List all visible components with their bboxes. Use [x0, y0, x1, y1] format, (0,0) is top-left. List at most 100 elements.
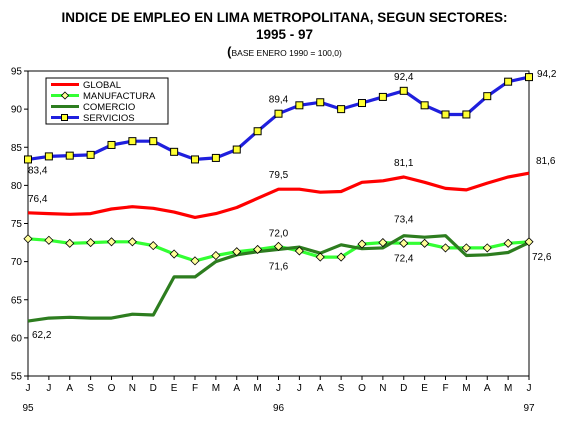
data-label: 89,4 — [269, 95, 289, 106]
chart-subtitle-text: BASE ENERO 1990 = 100,0) — [231, 48, 342, 58]
y-tick-label: 90 — [11, 105, 23, 116]
y-tick-label: 95 — [11, 67, 23, 78]
point-manufactura — [399, 238, 409, 248]
point-servicios — [170, 147, 179, 156]
data-label: 72,6 — [532, 252, 552, 263]
point-servicios — [378, 92, 387, 101]
x-tick-label: F — [192, 383, 198, 394]
point-manufactura — [86, 237, 96, 248]
point-manufactura — [23, 234, 33, 244]
point-manufactura — [440, 243, 451, 253]
point-manufactura — [148, 241, 158, 251]
point-manufactura — [211, 250, 221, 261]
x-tick-label: S — [87, 383, 94, 394]
point-servicios — [24, 155, 32, 164]
y-tick-label: 55 — [11, 372, 23, 383]
legend-marker-manufactura — [60, 91, 70, 100]
legend-label-global: GLOBAL — [83, 80, 121, 91]
data-label: 72,0 — [269, 228, 289, 239]
point-servicios — [420, 101, 429, 110]
point-manufactura — [461, 243, 471, 253]
data-label: 94,2 — [537, 69, 557, 80]
x-tick-label: J — [276, 383, 281, 394]
point-manufactura — [44, 235, 54, 245]
x-tick-label: N — [379, 383, 386, 394]
chart-title: INDICE DE EMPLEO EN LIMA METROPOLITANA, … — [0, 9, 569, 43]
point-servicios — [504, 77, 513, 86]
x-tick-label: J — [297, 383, 302, 394]
y-tick-label: 85 — [11, 143, 23, 154]
point-servicios — [44, 152, 53, 161]
x-tick-label: A — [317, 383, 324, 394]
chart-subtitle: (BASE ENERO 1990 = 100,0) — [0, 44, 569, 59]
x-tick-label: E — [171, 383, 178, 394]
point-manufactura — [378, 237, 388, 248]
x-tick-label: M — [462, 383, 470, 394]
data-label: 72,4 — [394, 253, 414, 264]
point-servicios — [211, 153, 220, 162]
point-servicios — [483, 92, 492, 101]
point-manufactura — [127, 237, 137, 247]
point-servicios — [525, 73, 533, 82]
point-manufactura — [482, 243, 492, 253]
point-manufactura — [232, 247, 242, 257]
series-line-global — [27, 171, 530, 219]
point-servicios — [107, 140, 116, 149]
chart-subtitle-paren: ( — [227, 44, 232, 59]
x-year-label: 97 — [523, 403, 535, 414]
point-servicios — [337, 105, 346, 114]
point-servicios — [128, 137, 137, 146]
data-label: 92,4 — [394, 72, 414, 83]
point-manufactura — [169, 249, 179, 259]
legend-label-servicios: SERVICIOS — [83, 113, 135, 124]
y-tick-label: 65 — [11, 295, 23, 306]
point-servicios — [86, 150, 95, 159]
point-servicios — [232, 145, 241, 154]
x-tick-label: A — [233, 383, 240, 394]
x-tick-label: D — [150, 383, 157, 394]
point-servicios — [253, 127, 262, 136]
point-servicios — [274, 109, 283, 118]
point-manufactura — [503, 238, 513, 248]
legend-marker-servicios — [61, 114, 68, 121]
y-tick-label: 70 — [11, 257, 23, 268]
y-tick-label: 80 — [11, 181, 23, 192]
point-manufactura — [336, 252, 346, 262]
point-servicios — [462, 110, 471, 119]
chart-title-line-1: INDICE DE EMPLEO EN LIMA METROPOLITANA, … — [61, 10, 508, 25]
point-servicios — [295, 101, 304, 110]
x-tick-label: O — [358, 383, 366, 394]
x-tick-label: N — [129, 383, 136, 394]
point-manufactura — [294, 246, 304, 256]
x-tick-label: E — [421, 383, 428, 394]
point-servicios — [191, 155, 199, 164]
x-tick-label: S — [338, 383, 345, 394]
point-servicios — [441, 110, 450, 119]
point-servicios — [399, 86, 408, 95]
x-year-label: 95 — [22, 403, 34, 414]
point-servicios — [358, 99, 366, 108]
point-manufactura — [315, 252, 325, 262]
point-servicios — [65, 151, 74, 160]
x-tick-label: M — [504, 383, 512, 394]
point-manufactura — [65, 238, 75, 248]
data-label: 81,6 — [536, 156, 556, 167]
point-manufactura — [524, 237, 534, 247]
data-label: 76,4 — [28, 194, 48, 205]
x-year-label: 96 — [273, 403, 285, 414]
x-tick-label: A — [66, 383, 73, 394]
chart-title-line-2: 1995 - 97 — [255, 27, 314, 42]
data-label: 71,6 — [269, 261, 289, 272]
legend-label-manufactura: MANUFACTURA — [83, 91, 156, 102]
x-tick-label: J — [527, 383, 532, 394]
point-manufactura — [273, 241, 284, 251]
y-tick-label: 60 — [11, 333, 23, 344]
x-tick-label: A — [484, 383, 491, 394]
point-manufactura — [106, 237, 117, 247]
x-tick-label: F — [442, 383, 448, 394]
point-servicios — [316, 98, 325, 107]
x-tick-label: M — [212, 383, 220, 394]
point-manufactura — [253, 244, 263, 254]
